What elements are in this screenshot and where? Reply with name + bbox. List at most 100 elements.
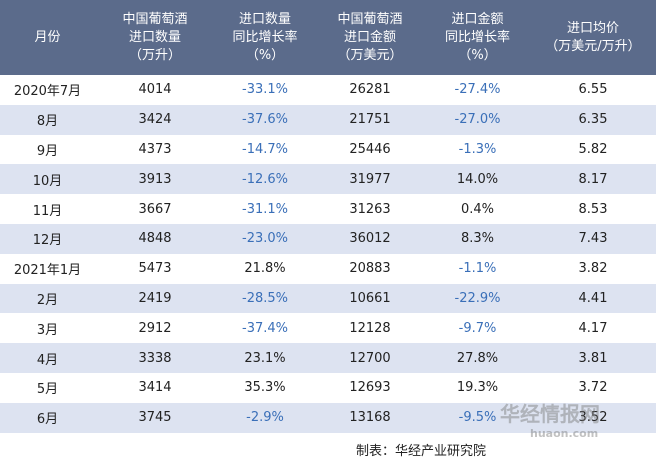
value-cell: -33.1%: [242, 82, 288, 98]
value-cell: -28.5%: [215, 283, 315, 314]
header-line: 同比增长率: [232, 29, 298, 45]
value-cell: -37.6%: [215, 104, 315, 135]
value-cell: 2912: [138, 320, 172, 336]
header-row: 月份 中国葡萄酒 进口数量 （万升） 进口数量 同比增长率 （%） 中国葡萄酒 进口金额 （万美元…: [0, 0, 656, 75]
month-cell: 6月: [0, 402, 95, 433]
header-line: 月份: [34, 29, 61, 45]
value-cell: -31.1%: [242, 201, 288, 217]
value-cell: 3.81: [530, 343, 656, 373]
value-cell: 12128: [349, 320, 391, 336]
value-cell: -1.1%: [458, 261, 497, 277]
header-cell: 进口金额同比增长率 （%）: [425, 0, 530, 75]
table-row: 6月 3745 -2.9% 13168 -9.5% 3.52: [0, 402, 656, 433]
value-cell: 3667: [138, 201, 172, 217]
value-cell: 20883: [349, 261, 391, 277]
value-cell: 3424: [95, 104, 215, 135]
table-row: 9月 4373 -14.7% 25446 -1.3% 5.82: [0, 135, 656, 165]
value-cell: 4848: [95, 223, 215, 254]
table-row: 11月 3667 -31.1% 31263 0.4% 8.53: [0, 194, 656, 224]
value-cell: 5473: [138, 261, 172, 277]
table-body: 2020年7月 4014 -33.1% 26281 -27.4% 6.55 8月 3424 -3…: [0, 75, 656, 433]
value-cell: 10661: [315, 283, 425, 314]
month-cell: 4月: [0, 343, 95, 373]
value-cell: 6.55: [578, 82, 608, 98]
value-cell: 21.8%: [244, 261, 286, 277]
header-line: 进口金额: [451, 11, 504, 27]
month-cell: 12月: [0, 223, 95, 254]
table-row: 12月 4848 -23.0% 36012 8.3% 7.43: [0, 223, 656, 254]
value-cell: 31263: [349, 201, 391, 217]
import-table: 月份 中国葡萄酒 进口数量 （万升） 进口数量 同比增长率 （%） 中国葡萄酒 进口金额 （万美元…: [0, 0, 656, 433]
month-cell: 5月: [36, 382, 59, 398]
value-cell: 6.35: [530, 104, 656, 135]
value-cell: 4373: [138, 141, 172, 157]
value-cell: -12.6%: [215, 164, 315, 195]
header-line: 进口数量: [238, 11, 291, 27]
header-line: （万美元/万升）: [545, 38, 641, 54]
value-cell: 3745: [95, 402, 215, 433]
header-line: 进口金额: [343, 29, 396, 45]
footer: 制表：华经产业研究院: [356, 444, 487, 459]
value-cell: 3414: [138, 380, 172, 396]
value-cell: 7.43: [530, 223, 656, 254]
watermark-name: 华经情报网: [500, 402, 600, 426]
month-cell: 2020年7月: [13, 84, 82, 100]
value-cell: 12700: [315, 343, 425, 373]
value-cell: -2.9%: [215, 402, 315, 433]
header-line: （万美元）: [337, 47, 403, 63]
header-line: （%）: [458, 47, 497, 63]
month-cell: 11月: [32, 203, 63, 219]
value-cell: 12693: [349, 380, 391, 396]
header-line: 进口均价: [566, 20, 619, 36]
value-cell: -9.5%: [425, 402, 530, 433]
table-row: 5月 3414 35.3% 12693 19.3% 3.72: [0, 373, 656, 403]
value-cell: 3913: [95, 164, 215, 195]
table-row: 4月 3338 23.1% 12700 27.8% 3.81: [0, 343, 656, 373]
value-cell: -27.0%: [425, 104, 530, 135]
month-cell: 2021年1月: [13, 263, 82, 279]
header-cell: 月份: [0, 0, 95, 75]
header-cell: 进口数量 同比增长率 （%）: [215, 0, 315, 75]
value-cell: 35.3%: [244, 380, 286, 396]
header-cell: 进口均价 （万美元/万升）: [530, 0, 656, 75]
header-line: 同比增长率: [444, 29, 510, 45]
value-cell: 8.3%: [425, 223, 530, 254]
table-row: 2月 2419 -28.5% 10661 -22.9% 4.41: [0, 283, 656, 314]
month-cell: 8月: [0, 104, 95, 135]
value-cell: 23.1%: [215, 343, 315, 373]
value-cell: 21751: [315, 104, 425, 135]
month-cell: 9月: [36, 143, 59, 159]
value-cell: 31977: [315, 164, 425, 195]
value-cell: -9.7%: [458, 320, 497, 336]
value-cell: 0.4%: [460, 201, 495, 217]
header-line: （万升）: [128, 47, 181, 63]
value-cell: -23.0%: [215, 223, 315, 254]
table-row: 10月 3913 -12.6% 31977 14.0% 8.17: [0, 164, 656, 195]
value-cell: 5.82: [578, 141, 608, 157]
value-cell: 3338: [95, 343, 215, 373]
value-cell: 36012: [315, 223, 425, 254]
value-cell: 3.82: [578, 261, 608, 277]
value-cell: -37.4%: [242, 320, 288, 336]
month-cell: 3月: [36, 322, 59, 338]
value-cell: -22.9%: [425, 283, 530, 314]
value-cell: -1.3%: [458, 141, 497, 157]
value-cell: 2419: [95, 283, 215, 314]
header-line: 中国葡萄酒: [337, 11, 403, 27]
month-cell: 2月: [0, 283, 95, 314]
month-cell: 10月: [0, 164, 95, 195]
value-cell: 4.41: [530, 283, 656, 314]
value-cell: 26281: [349, 82, 391, 98]
table-row: 3月 2912 -37.4% 12128 -9.7% 4.17: [0, 313, 656, 343]
header-cell: 中国葡萄酒进口金额 （万美元）: [315, 0, 425, 75]
value-cell: 25446: [349, 141, 391, 157]
value-cell: -27.4%: [454, 82, 501, 98]
value-cell: 14.0%: [425, 164, 530, 195]
header-line: 中国葡萄酒: [122, 11, 188, 27]
value-cell: 4.17: [578, 320, 608, 336]
value-cell: 19.3%: [456, 380, 499, 396]
header-cell: 中国葡萄酒进口数量 （万升）: [95, 0, 215, 75]
value-cell: 3.52: [530, 402, 656, 433]
header-line: 进口数量: [128, 29, 181, 45]
